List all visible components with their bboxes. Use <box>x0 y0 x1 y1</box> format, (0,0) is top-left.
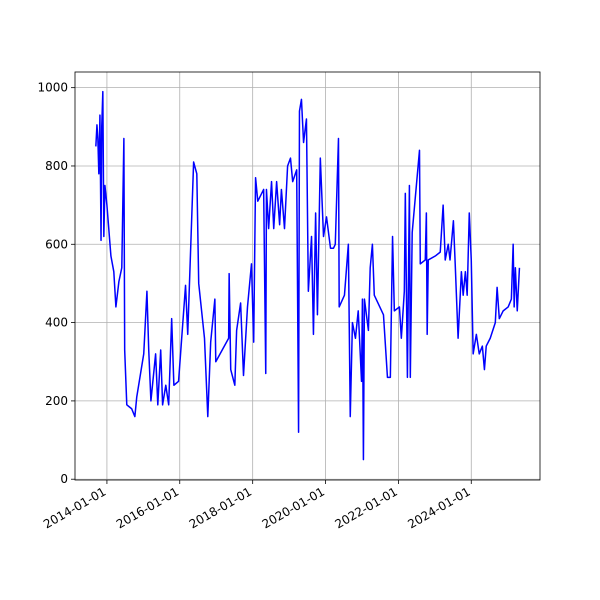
x-tick-label: 2020-01-01 <box>260 484 327 531</box>
x-tick-label: 2016-01-01 <box>114 484 181 531</box>
y-tick-label: 0 <box>60 472 68 486</box>
x-tick-label: 2018-01-01 <box>187 484 254 531</box>
data-line <box>95 90 521 461</box>
y-tick-label: 800 <box>45 159 68 173</box>
x-tick-label: 2024-01-01 <box>405 484 472 531</box>
y-tick-label: 400 <box>45 316 68 330</box>
y-tick-label: 600 <box>45 237 68 251</box>
y-tick-label: 1000 <box>37 81 68 95</box>
y-tick-label: 200 <box>45 394 68 408</box>
plot-frame <box>74 71 541 481</box>
x-tick-label: 2014-01-01 <box>41 484 108 531</box>
x-tick-label: 2022-01-01 <box>333 484 400 531</box>
